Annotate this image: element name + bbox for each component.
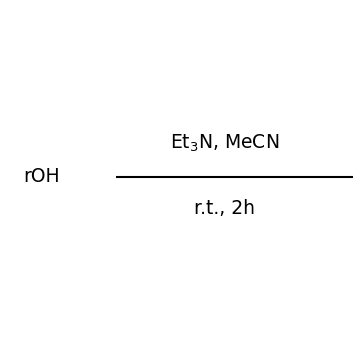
Text: r.t., 2h: r.t., 2h xyxy=(194,199,255,219)
Text: Et$_3$N, MeCN: Et$_3$N, MeCN xyxy=(169,132,279,154)
Text: rOH: rOH xyxy=(23,167,60,186)
